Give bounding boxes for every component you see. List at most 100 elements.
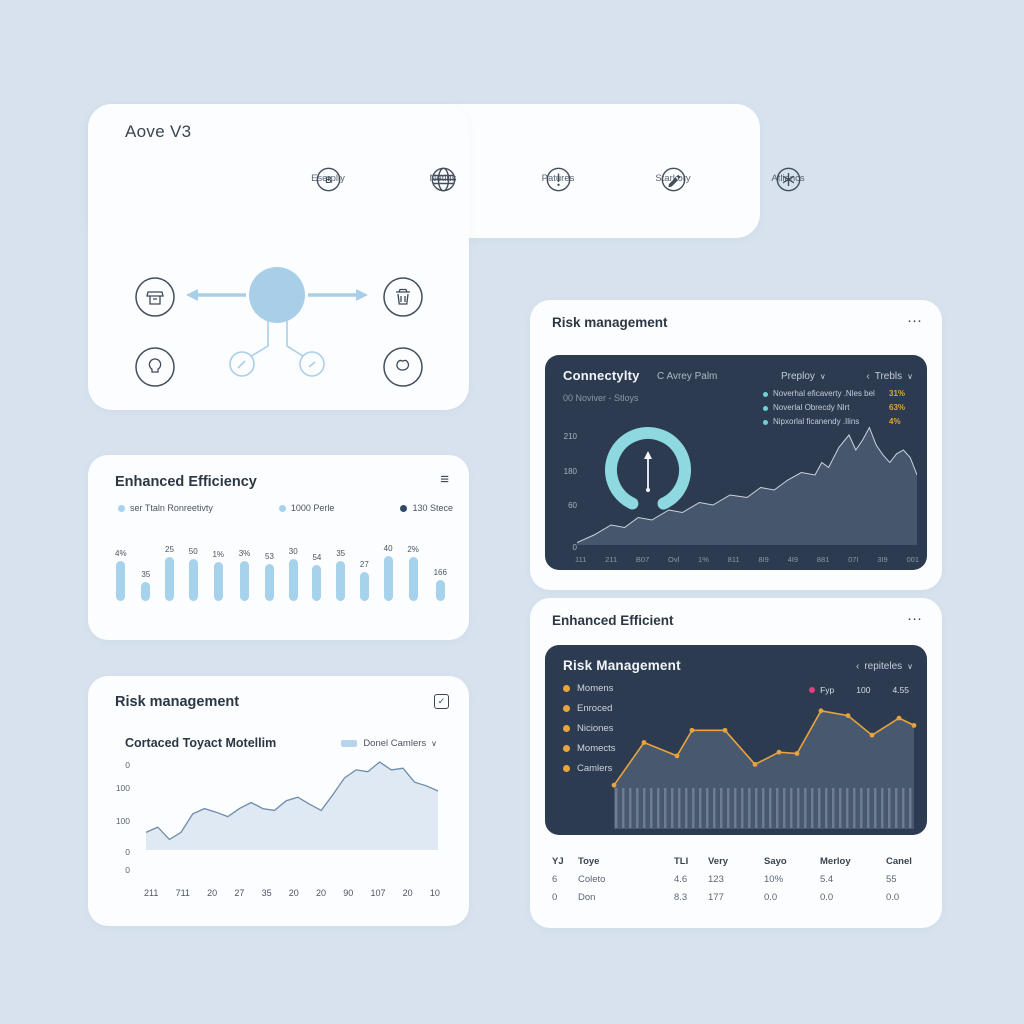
- legend-value: 4%: [889, 417, 901, 426]
- x-tick-label: B07: [635, 555, 650, 564]
- y-tick-label: 100: [115, 783, 130, 793]
- asterisk-icon: [776, 167, 800, 192]
- legend-item[interactable]: 130 Stece: [400, 503, 453, 513]
- legend-dot-icon: [400, 504, 408, 512]
- legend-dot-icon: [563, 725, 570, 732]
- nav-item-starkory[interactable]: Starkory: [627, 166, 719, 192]
- x-axis-labels: 111 211 B07 Ovl 1% 811 8I9 4I9 881 07I 3I9 001: [575, 555, 919, 564]
- nav-item-patures[interactable]: Patures: [512, 166, 604, 192]
- panel-legend-item[interactable]: Enroced: [563, 703, 616, 714]
- table-cell: 5.4: [820, 874, 834, 885]
- bar: [312, 565, 322, 601]
- bar-column: 27: [359, 560, 369, 601]
- table-header-cell: TLI: [674, 856, 689, 867]
- bar: [240, 561, 249, 601]
- x-tick-label: 20: [288, 888, 299, 898]
- node-circle[interactable]: [383, 277, 423, 317]
- bar: [288, 559, 298, 601]
- bar-value-label: 1%: [212, 550, 224, 559]
- repiteles-dropdown[interactable]: ‹ repiteles ∨: [855, 661, 913, 672]
- table-header-cell: YJ: [552, 856, 564, 867]
- bar-column: 50: [188, 547, 198, 601]
- data-table: YJ Toye TLI Very Sayo Merloy Canel 6 Coleto 4.6 12…: [552, 856, 924, 903]
- legend-value: 63%: [889, 403, 906, 412]
- globe-icon: [431, 167, 455, 192]
- x-tick-label: 90: [343, 888, 354, 898]
- ellipsis-menu-icon[interactable]: ···: [907, 312, 922, 329]
- page-title: Aove V3: [125, 122, 192, 141]
- ellipsis-menu-icon[interactable]: ···: [907, 610, 922, 627]
- series-chip[interactable]: Fyp: [809, 685, 834, 695]
- panel-title: Risk Management: [563, 658, 681, 673]
- x-tick-label: 8I9: [758, 555, 769, 564]
- table-cell: 4.6: [674, 874, 688, 885]
- checkbox-icon[interactable]: ✓: [434, 694, 449, 709]
- panel-legend-item[interactable]: Momects: [563, 743, 616, 754]
- mini-value: 100: [856, 685, 871, 695]
- risk-left-card: Risk management ✓ Cortaced Toyact Motell…: [88, 676, 469, 926]
- legend-label: Camlers: [577, 763, 613, 774]
- bar: [408, 557, 418, 601]
- y-tick-label: 60: [568, 501, 577, 510]
- bar: [435, 580, 445, 601]
- x-tick-label: 107: [370, 888, 386, 898]
- table-cell: 0.0: [886, 892, 900, 903]
- chart-title: Cortaced Toyact Motellim: [125, 736, 277, 750]
- bar-value-label: 4%: [115, 549, 127, 558]
- x-tick-label: 07I: [848, 555, 859, 564]
- x-tick-label: 20: [316, 888, 327, 898]
- panel-legend-item[interactable]: Noverhal eficaverty .Nles bel 31%: [763, 389, 917, 399]
- hamburger-menu-icon[interactable]: ≡: [440, 471, 449, 488]
- legend-label: ser Ttaln Ronreetivty: [130, 503, 213, 513]
- nav-item-atliancs[interactable]: Atliancs: [742, 166, 834, 192]
- gauge-ring: [605, 427, 691, 513]
- panel-legend-item[interactable]: Nipxorlal ficanendy .Ilins 4%: [763, 417, 917, 427]
- legend-item[interactable]: ser Ttaln Ronreetivty: [118, 503, 213, 513]
- bar: [213, 562, 223, 601]
- legend-dot-icon: [563, 765, 570, 772]
- trends-dropdown[interactable]: ‹ Trebls ∨: [866, 371, 913, 382]
- table-cell: Don: [578, 892, 596, 903]
- series-selector[interactable]: Donel Camlers ∨: [341, 738, 437, 749]
- bar-column: 2%: [407, 545, 419, 601]
- card-title: Risk management: [552, 315, 668, 330]
- nav-item-label: Netins: [429, 173, 457, 184]
- panel-legend: Momens Enroced Niciones Momects Camlers: [563, 683, 616, 783]
- badge-b-icon: B: [316, 167, 340, 192]
- legend-label: Momects: [577, 743, 616, 754]
- legend-dot-icon: [763, 406, 768, 411]
- y-tick-label: 0: [125, 847, 130, 857]
- panel-legend-item[interactable]: Camlers: [563, 763, 616, 774]
- panel-legend-item[interactable]: Niciones: [563, 723, 616, 734]
- panel-legend-item[interactable]: Momens: [563, 683, 616, 694]
- hub-circle[interactable]: [249, 267, 305, 323]
- bar: [188, 559, 198, 601]
- bar: [165, 557, 174, 601]
- y-tick-label: 180: [563, 467, 577, 476]
- node-circle[interactable]: [135, 277, 175, 317]
- panel-legend-item[interactable]: Noverlal Obrecdy Nlrt 63%: [763, 403, 917, 413]
- node-circle[interactable]: [135, 347, 175, 387]
- series-swatch: [341, 740, 358, 747]
- x-tick-label: 211: [144, 888, 159, 898]
- nav-item-netins[interactable]: Netins: [397, 166, 489, 192]
- x-tick-label: 35: [261, 888, 272, 898]
- table-cell: 123: [708, 874, 724, 885]
- nav-item-eserplly[interactable]: B Eserplly: [282, 166, 374, 192]
- svg-text:B: B: [325, 175, 332, 185]
- blob-icon: [396, 359, 410, 371]
- nav-item-label: Starkory: [655, 173, 691, 184]
- x-tick-label: 881: [816, 555, 830, 564]
- table-header-cell: Very: [708, 856, 729, 867]
- bar: [265, 564, 274, 601]
- deploy-dropdown[interactable]: Preploy ∨: [781, 371, 826, 382]
- legend-dot-icon: [278, 504, 286, 512]
- legend-item[interactable]: 1000 Perle: [278, 503, 334, 513]
- bar: [116, 561, 126, 601]
- x-tick-label: 20: [207, 888, 218, 898]
- bar-value-label: 25: [165, 545, 174, 554]
- node-circle[interactable]: [383, 347, 423, 387]
- bar-column: 3%: [239, 549, 250, 601]
- efficiency-card: Enhanced Efficiency ≡ ser Ttaln Ronreeti…: [88, 455, 469, 640]
- x-tick-label: 4I9: [787, 555, 799, 564]
